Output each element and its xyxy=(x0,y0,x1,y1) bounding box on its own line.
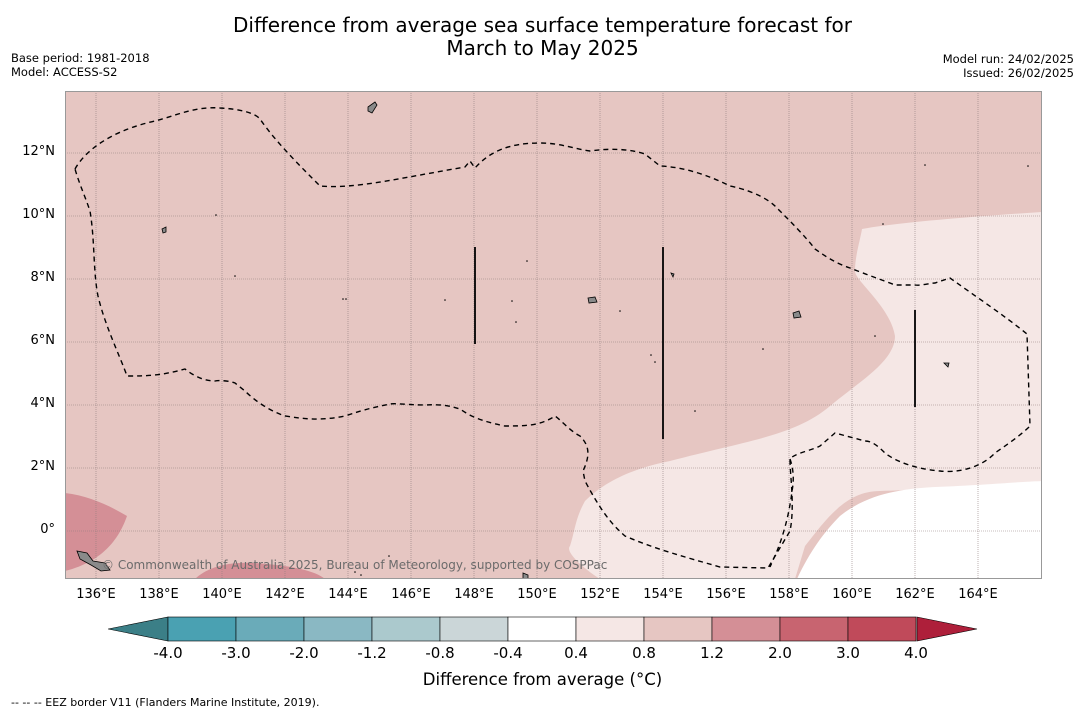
colorbar-cell xyxy=(847,616,917,642)
colorbar-tick-8: 0.8 xyxy=(632,644,656,662)
eez-border-fsm xyxy=(74,107,1031,569)
model-run-date: Model run: 24/02/2025 xyxy=(942,52,1074,66)
eez-meridian-lines xyxy=(474,247,916,439)
colorbar-cell xyxy=(439,616,509,642)
colorbar-cells xyxy=(167,616,917,642)
colorbar-cell xyxy=(643,616,713,642)
colorbar-label: Difference from average (°C) xyxy=(422,670,663,689)
colorbar-tick-9: 1.2 xyxy=(700,644,724,662)
lon-label-146e: 146°E xyxy=(391,587,431,602)
colorbar-cell xyxy=(779,616,849,642)
anomaly-field-2-0-3-0-south xyxy=(195,562,325,579)
meridian-gridlines xyxy=(95,91,979,579)
lon-label-152e: 152°E xyxy=(580,587,620,602)
colorbar-cell xyxy=(167,616,237,642)
lat-label-12n: 12°N xyxy=(22,144,55,159)
colorbar-tick-5: -0.8 xyxy=(425,644,455,662)
colorbar-high-arrow xyxy=(916,616,978,642)
anomaly-field-neutral xyxy=(797,481,1042,579)
colorbar-tick-12: 4.0 xyxy=(904,644,928,662)
lon-label-140e: 140°E xyxy=(202,587,242,602)
lon-label-144e: 144°E xyxy=(328,587,368,602)
lat-label-10n: 10°N xyxy=(22,207,55,222)
map-canvas xyxy=(65,91,1042,579)
colorbar-low-arrow xyxy=(108,616,169,642)
eez-border-marshall-west xyxy=(769,458,794,568)
lon-label-162e: 162°E xyxy=(895,587,935,602)
lat-label-8n: 8°N xyxy=(30,270,56,285)
colorbar-tick-7: 0.4 xyxy=(564,644,588,662)
colorbar-tick-4: -1.2 xyxy=(357,644,387,662)
map-title: Difference from average sea surface temp… xyxy=(0,14,1085,60)
eez-legend: -- -- -- EEZ border V11 (Flanders Marine… xyxy=(11,696,320,709)
lon-label-154e: 154°E xyxy=(643,587,683,602)
colorbar-cell xyxy=(711,616,781,642)
colorbar-cell xyxy=(235,616,305,642)
colorbar-cell xyxy=(507,616,577,642)
lat-label-4n: 4°N xyxy=(30,396,56,411)
lon-label-164e: 164°E xyxy=(958,587,998,602)
colorbar-cell xyxy=(575,616,645,642)
colorbar-cell xyxy=(303,616,373,642)
run-info: Model run: 24/02/2025 Issued: 26/02/2025 xyxy=(943,52,1074,80)
title-line-1: Difference from average sea surface temp… xyxy=(232,13,852,37)
copyright-credit: © Commonwealth of Australia 2025, Bureau… xyxy=(102,558,608,572)
lon-label-156e: 156°E xyxy=(706,587,746,602)
lon-label-148e: 148°E xyxy=(454,587,494,602)
colorbar-tick-10: 2.0 xyxy=(768,644,792,662)
model-name: Model: ACCESS-S2 xyxy=(11,65,118,79)
sst-anomaly-map[interactable] xyxy=(65,91,1042,579)
lon-label-138e: 138°E xyxy=(139,587,179,602)
colorbar-tick-6: -0.4 xyxy=(493,644,523,662)
colorbar-tick-11: 3.0 xyxy=(836,644,860,662)
colorbar-tick-3: -2.0 xyxy=(289,644,319,662)
islands xyxy=(76,101,950,579)
lon-label-142e: 142°E xyxy=(265,587,305,602)
colorbar-tick-2: -3.0 xyxy=(221,644,251,662)
islets xyxy=(215,164,1029,576)
lon-label-158e: 158°E xyxy=(769,587,809,602)
colorbar-cell xyxy=(371,616,441,642)
lat-label-6n: 6°N xyxy=(30,333,56,348)
lat-label-2n: 2°N xyxy=(30,459,56,474)
issued-date: Issued: 26/02/2025 xyxy=(963,66,1074,80)
lon-label-136e: 136°E xyxy=(76,587,116,602)
parallel-gridlines xyxy=(65,152,1042,532)
lon-label-160e: 160°E xyxy=(832,587,872,602)
model-info: Base period: 1981-2018 Model: ACCESS-S2 xyxy=(11,51,150,79)
lon-label-150e: 150°E xyxy=(517,587,557,602)
base-period: Base period: 1981-2018 xyxy=(11,51,150,65)
lat-label-0: 0° xyxy=(40,522,55,537)
map-frame xyxy=(65,91,1042,579)
title-line-2: March to May 2025 xyxy=(446,36,639,60)
colorbar-tick-1: -4.0 xyxy=(153,644,183,662)
anomaly-field-0-4-0-8 xyxy=(569,212,1042,579)
colorbar xyxy=(108,616,978,642)
